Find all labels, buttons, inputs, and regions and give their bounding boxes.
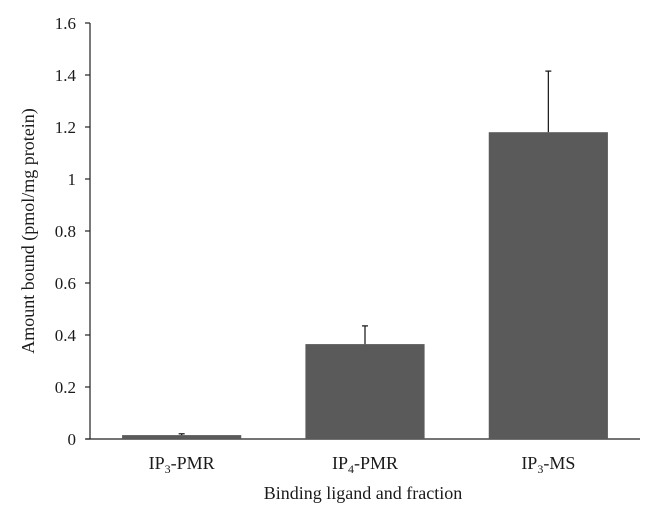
bar bbox=[488, 132, 608, 439]
y-tick-label: 0 bbox=[68, 430, 77, 449]
bars bbox=[122, 132, 608, 439]
y-tick-label: 0.2 bbox=[55, 378, 76, 397]
category-labels: IP3-PMR IP4-PMR IP3-MS bbox=[149, 453, 576, 476]
y-tick-label: 1.6 bbox=[55, 14, 76, 33]
y-tick-label: 1.4 bbox=[55, 66, 77, 85]
x-tick-label: IP4-PMR bbox=[332, 453, 398, 476]
y-tick-label: 0.4 bbox=[55, 326, 77, 345]
y-tick-label: 1 bbox=[68, 170, 77, 189]
y-axis-title: Amount bound (pmol/mg protein) bbox=[18, 108, 39, 353]
x-tick-label: IP3-MS bbox=[521, 453, 575, 476]
y-axis: 0 0.2 0.4 0.6 0.8 1 1.2 1.4 1.6 bbox=[55, 14, 91, 449]
y-tick-label: 0.8 bbox=[55, 222, 76, 241]
y-tick-label: 1.2 bbox=[55, 118, 76, 137]
bar bbox=[305, 344, 425, 439]
bar bbox=[122, 435, 242, 439]
y-tick-label: 0.6 bbox=[55, 274, 76, 293]
x-axis-title: Binding ligand and fraction bbox=[264, 483, 462, 503]
x-tick-label: IP3-PMR bbox=[149, 453, 215, 476]
error-bars bbox=[178, 70, 552, 436]
